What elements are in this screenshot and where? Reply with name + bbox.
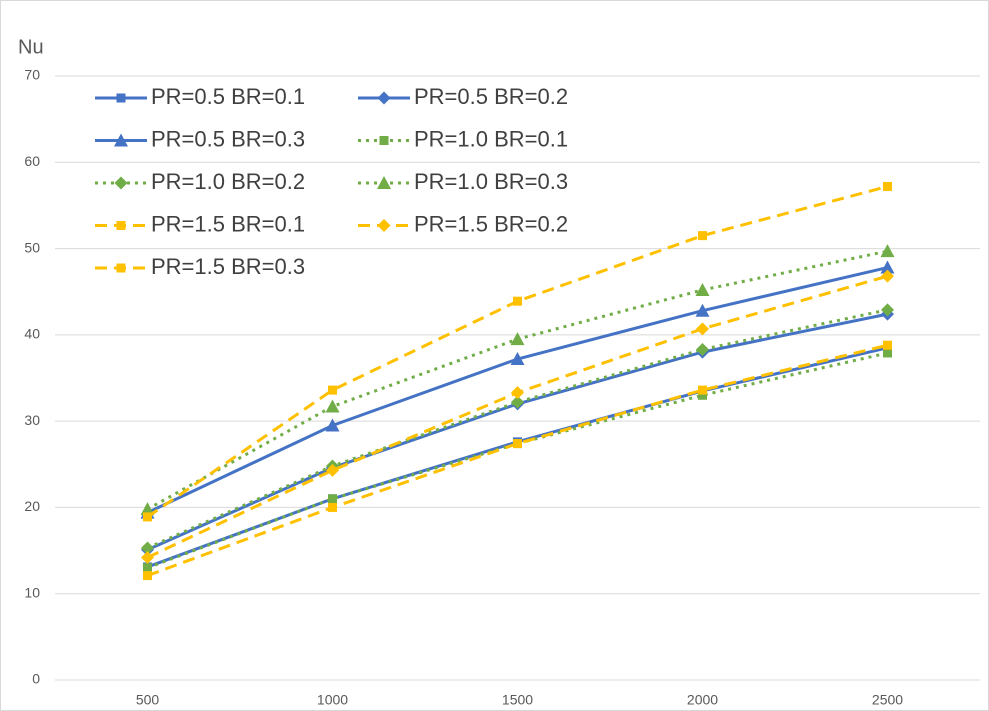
y-tick-label: 50 bbox=[24, 239, 40, 255]
point-marker bbox=[328, 494, 337, 504]
point-marker bbox=[696, 322, 709, 336]
legend-marker bbox=[116, 93, 126, 103]
y-tick-label: 0 bbox=[32, 671, 40, 687]
y-tick-label: 60 bbox=[24, 153, 40, 169]
legend-label: PR=1.0 BR=0.3 bbox=[414, 169, 568, 194]
point-marker bbox=[881, 269, 894, 283]
point-marker bbox=[511, 395, 524, 409]
legend-label: PR=1.0 BR=0.1 bbox=[414, 126, 568, 151]
point-marker bbox=[143, 571, 152, 581]
point-marker bbox=[698, 385, 707, 395]
point-marker bbox=[328, 502, 337, 512]
legend-marker bbox=[377, 176, 391, 189]
y-tick-label: 40 bbox=[24, 326, 40, 342]
legend-label: PR=1.0 BR=0.2 bbox=[151, 169, 305, 194]
legend-marker bbox=[377, 219, 391, 232]
legend-marker bbox=[114, 133, 128, 147]
point-marker bbox=[881, 303, 894, 317]
point-marker bbox=[880, 244, 895, 258]
series-line bbox=[146, 343, 888, 578]
point-marker bbox=[141, 541, 154, 555]
point-marker bbox=[513, 439, 522, 449]
point-marker bbox=[141, 550, 154, 564]
y-axis-label: Nu bbox=[18, 36, 44, 58]
legend-marker bbox=[379, 136, 389, 145]
point-marker bbox=[326, 463, 339, 477]
legend-marker bbox=[116, 221, 126, 230]
point-marker bbox=[143, 563, 152, 573]
legend-label: PR=0.5 BR=0.3 bbox=[151, 126, 305, 151]
point-marker bbox=[883, 348, 892, 358]
legend-label: PR=1.5 BR=0.2 bbox=[414, 211, 568, 236]
point-marker bbox=[698, 390, 707, 400]
point-marker bbox=[325, 399, 340, 413]
legend-marker bbox=[116, 263, 126, 273]
point-marker bbox=[695, 303, 710, 317]
point-marker bbox=[698, 231, 707, 241]
legend-label: PR=0.5 BR=0.2 bbox=[414, 84, 568, 109]
point-marker bbox=[513, 296, 522, 306]
point-marker bbox=[510, 352, 525, 366]
legend-marker bbox=[114, 176, 128, 190]
y-tick-label: 30 bbox=[24, 412, 40, 428]
x-tick-label: 1500 bbox=[502, 692, 533, 708]
legend-label: PR=1.5 BR=0.1 bbox=[151, 211, 305, 236]
point-marker bbox=[695, 282, 710, 296]
x-tick-label: 2500 bbox=[872, 692, 903, 708]
point-marker bbox=[325, 418, 340, 432]
point-marker bbox=[883, 340, 892, 350]
point-marker bbox=[510, 332, 525, 346]
legend-marker bbox=[377, 91, 391, 105]
x-tick-label: 1000 bbox=[317, 692, 348, 708]
point-marker bbox=[883, 181, 892, 191]
point-marker bbox=[140, 502, 155, 516]
y-tick-label: 70 bbox=[24, 67, 40, 83]
legend-label: PR=0.5 BR=0.1 bbox=[151, 84, 305, 109]
point-marker bbox=[880, 260, 895, 274]
point-marker bbox=[143, 512, 152, 522]
legend-label: PR=1.5 BR=0.3 bbox=[151, 254, 305, 279]
point-marker bbox=[511, 386, 524, 400]
point-marker bbox=[328, 385, 337, 395]
y-tick-label: 10 bbox=[24, 584, 40, 600]
point-marker bbox=[696, 343, 709, 357]
x-tick-label: 2000 bbox=[687, 692, 718, 708]
x-tick-label: 500 bbox=[136, 692, 160, 708]
y-tick-label: 20 bbox=[24, 498, 40, 514]
